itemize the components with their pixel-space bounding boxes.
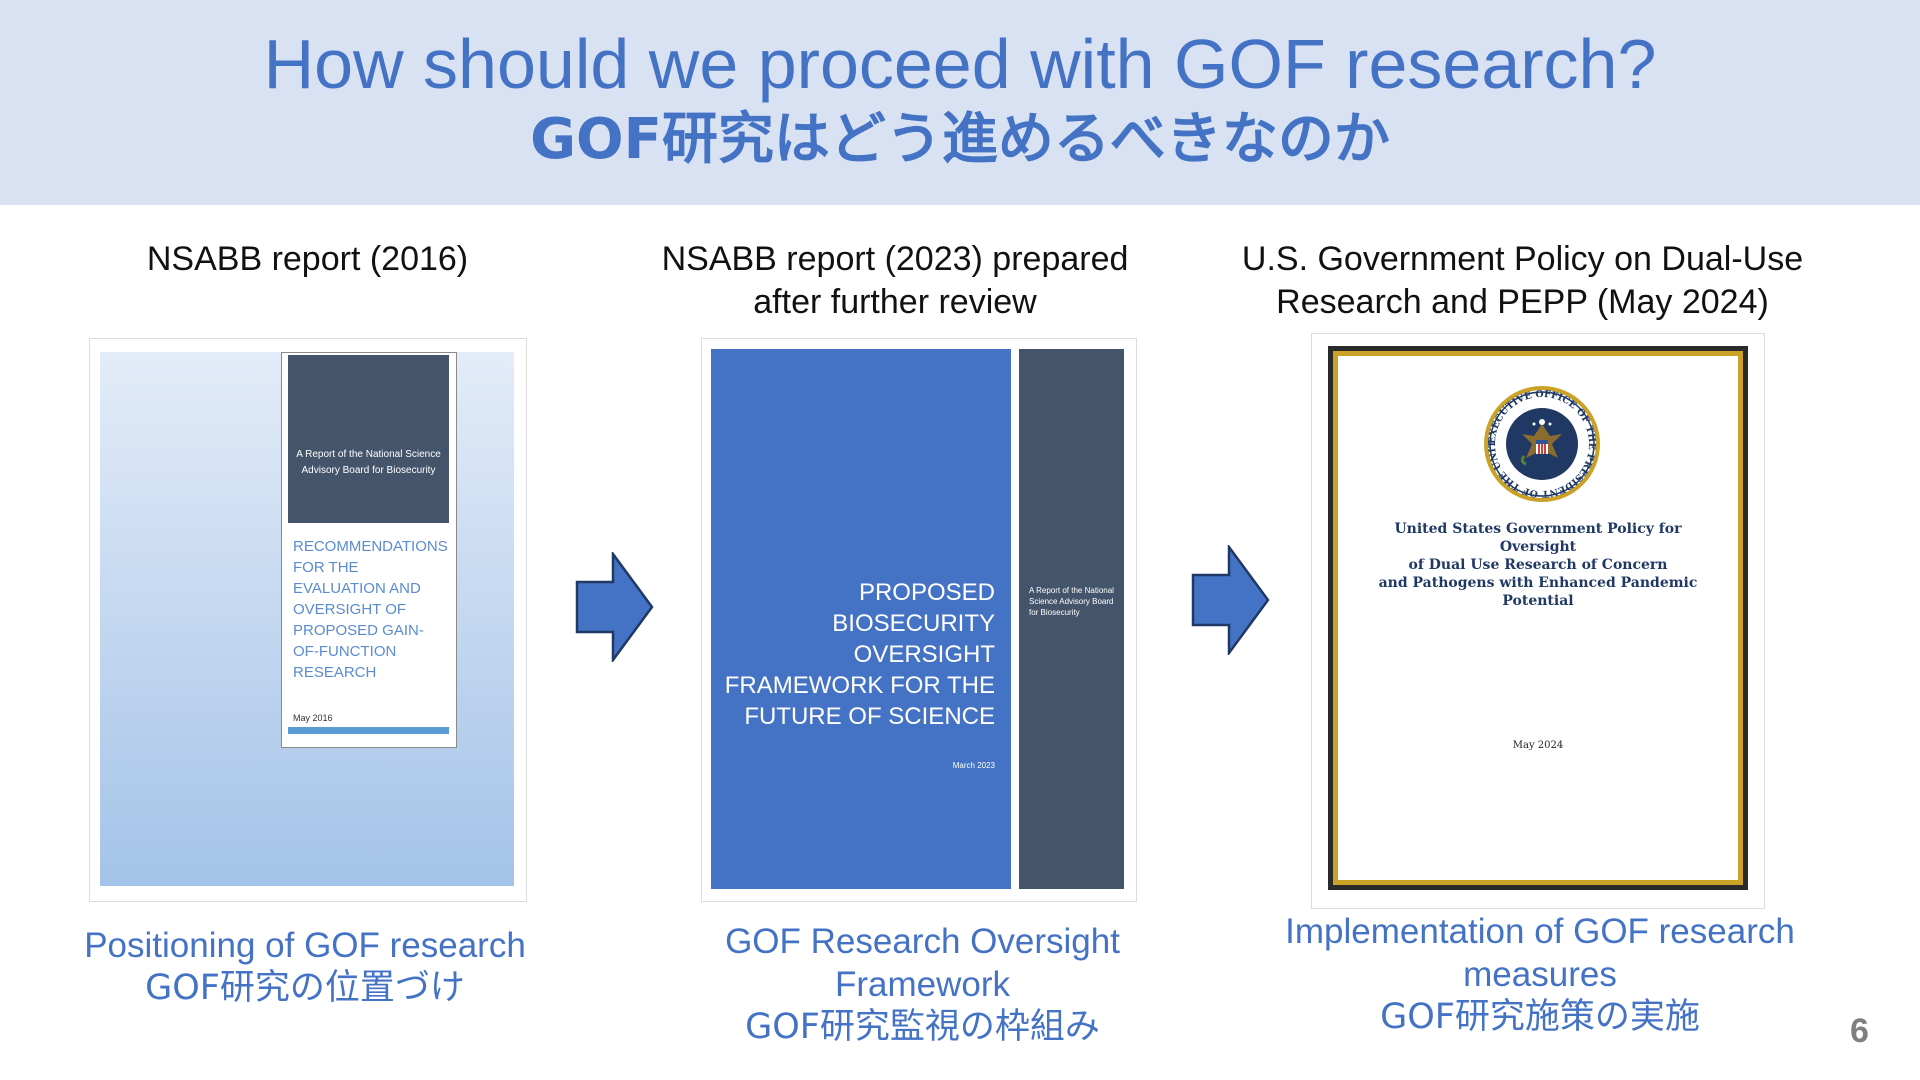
report-2016-cover-card: A Report of the National Science Advisor… — [281, 352, 457, 748]
report-2023-cover-side-panel: A Report of the National Science Advisor… — [1019, 349, 1124, 889]
right-arrow-icon — [1191, 545, 1270, 655]
column-3-heading: U.S. Government Policy on Dual-Use Resea… — [1241, 240, 1804, 321]
policy-cover-page: EXECUTIVE OFFICE OF THE PRESIDENT OF THE… — [1338, 356, 1738, 880]
column-2-caption: GOF Research Oversight Framework GOF研究監視… — [725, 922, 1120, 1047]
policy-cover-outer-border: EXECUTIVE OFFICE OF THE PRESIDENT OF THE… — [1328, 346, 1748, 890]
report-2023-side-text: A Report of the National Science Advisor… — [1029, 586, 1114, 617]
column-1-caption: Positioning of GOF research GOF研究の位置づけ — [84, 926, 526, 1008]
slide-title-english: How should we proceed with GOF research? — [263, 25, 1657, 103]
report-2016-accent-bar — [288, 727, 449, 734]
report-2016-title: Recommendations for the Evaluation and O… — [293, 538, 448, 681]
column-3-caption: Implementation of GOF research measures … — [1285, 912, 1795, 1037]
page-number: 6 — [1850, 1012, 1869, 1050]
policy-cover-date: May 2024 — [1512, 740, 1564, 751]
policy-cover-gold-border: EXECUTIVE OFFICE OF THE PRESIDENT OF THE… — [1333, 351, 1743, 885]
report-2023-title: Proposed Biosecurity Oversight Framework… — [724, 579, 995, 730]
report-2016-date: May 2016 — [293, 713, 333, 723]
report-2023-date: March 2023 — [952, 761, 995, 770]
column-2-heading: NSABB report (2023) prepared after furth… — [661, 240, 1129, 321]
title-banner: How should we proceed with GOF research?… — [0, 0, 1920, 205]
report-2023-cover-main: Proposed Biosecurity Oversight Framework… — [711, 349, 1011, 889]
report-2016-header-block: A Report of the National Science Advisor… — [288, 355, 449, 523]
column-1-heading: NSABB report (2016) — [146, 240, 469, 278]
slide-title-japanese: GOF研究はどう進めるべきなのか — [530, 107, 1390, 172]
right-arrow-icon — [575, 552, 654, 662]
report-2016-subtitle: A Report of the National Science Advisor… — [296, 449, 441, 476]
policy-cover-title: United States Government Policy for Over… — [1378, 521, 1698, 609]
presidential-seal-icon: EXECUTIVE OFFICE OF THE PRESIDENT OF THE… — [1482, 384, 1600, 502]
